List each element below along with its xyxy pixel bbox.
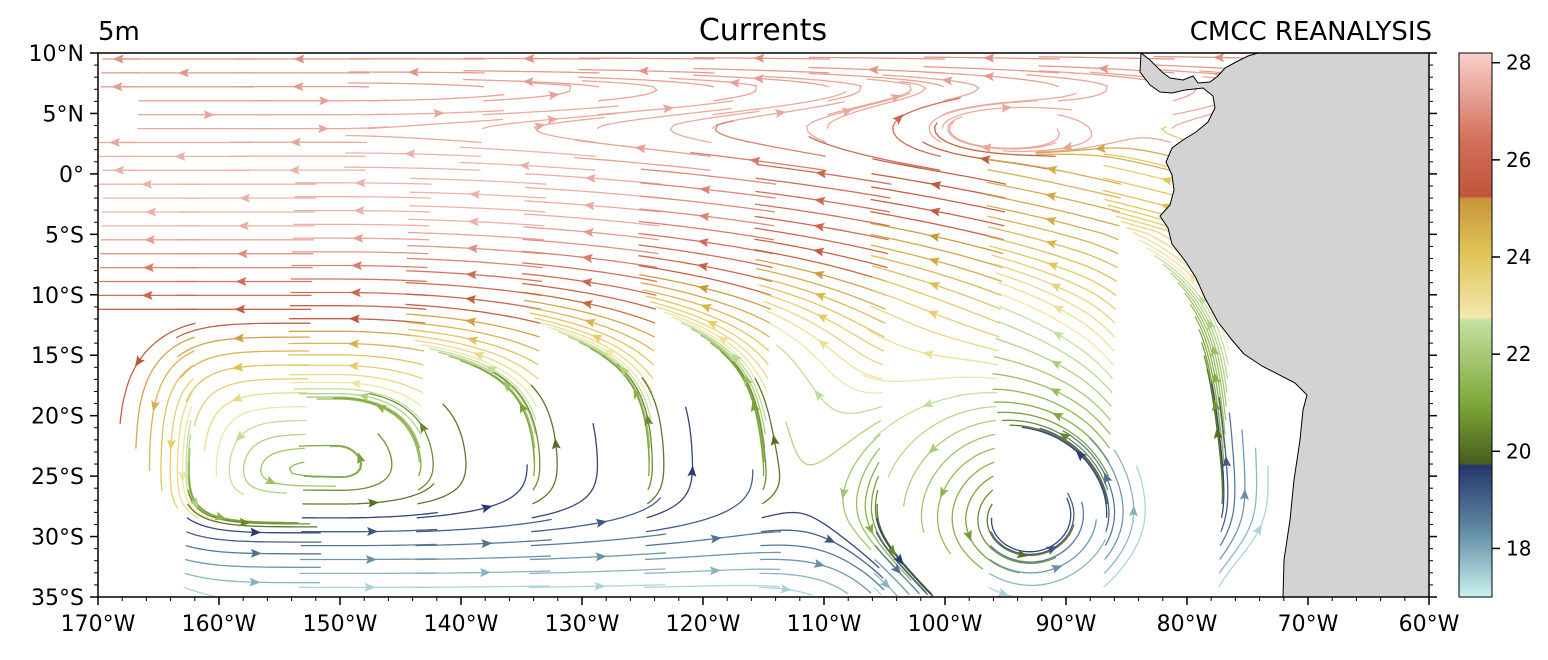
y-tick-label: 5°N (43, 102, 84, 127)
x-tick-label: 120°W (666, 612, 741, 637)
colorbar-tick-label: 20 (1506, 439, 1531, 463)
colorbar-tick-label: 18 (1506, 536, 1531, 560)
temperature-colorbar: 18 20 22 24 26 28 (1459, 51, 1531, 597)
colorbar-gradient (1459, 53, 1492, 597)
x-tick-label: 70°W (1278, 612, 1339, 637)
y-tick-label: 5°S (45, 223, 84, 248)
y-tick-label: 10°N (29, 42, 84, 67)
y-tick-label: 25°S (31, 465, 84, 490)
x-tick-label: 80°W (1157, 612, 1218, 637)
source-label: CMCC REANALYSIS (1190, 17, 1432, 47)
x-tick-label: 60°W (1399, 612, 1460, 637)
colorbar-tick-label: 26 (1506, 148, 1531, 172)
map-title: Currents (699, 13, 827, 48)
y-tick-label: 10°S (31, 284, 84, 309)
x-tick-label: 110°W (787, 612, 862, 637)
y-tick-label: 15°S (31, 344, 84, 369)
y-tick-label: 35°S (31, 586, 84, 611)
y-tick-label: 30°S (31, 526, 84, 551)
x-tick-label: 170°W (61, 612, 136, 637)
colorbar-tick-label: 22 (1506, 342, 1531, 366)
colorbar-tick-label: 24 (1506, 245, 1531, 269)
x-axis: 170°W 160°W 150°W 140°W 130°W 120°W 110°W 100°W… (61, 597, 1460, 637)
colorbar-tick-label: 28 (1506, 51, 1531, 75)
x-tick-label: 150°W (303, 612, 378, 637)
colorbar-ticks: 18 20 22 24 26 28 (1492, 51, 1531, 561)
y-tick-label: 0° (59, 163, 84, 188)
y-tick-label: 20°S (31, 405, 84, 430)
depth-label: 5m (98, 17, 140, 47)
x-tick-label: 160°W (182, 612, 257, 637)
x-tick-label: 130°W (545, 612, 620, 637)
x-tick-label: 100°W (908, 612, 983, 637)
x-tick-label: 90°W (1036, 612, 1097, 637)
x-tick-label: 140°W (424, 612, 499, 637)
